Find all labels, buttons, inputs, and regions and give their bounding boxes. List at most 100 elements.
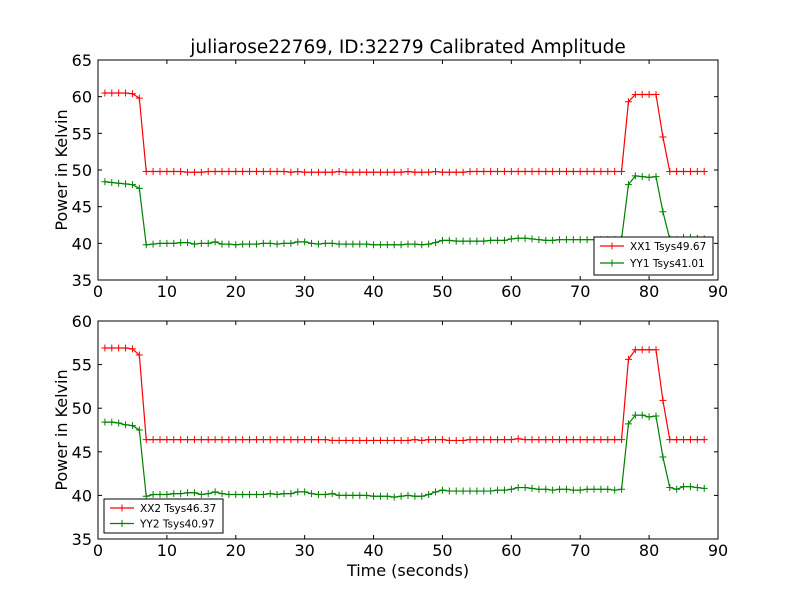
data-point [411, 168, 419, 176]
data-point [686, 167, 694, 175]
data-point [321, 436, 329, 444]
data-point [597, 167, 605, 175]
data-point [328, 168, 336, 176]
data-point [652, 173, 660, 181]
data-point [383, 436, 391, 444]
data-point [583, 236, 591, 244]
data-point [383, 168, 391, 176]
data-point [211, 436, 219, 444]
data-point [404, 167, 412, 175]
data-point [190, 168, 198, 176]
data-point [411, 436, 419, 444]
data-point [556, 436, 564, 444]
y-axis-label: Power in Kelvin [52, 369, 71, 490]
data-point [569, 167, 577, 175]
data-point [514, 234, 522, 242]
data-point [556, 236, 564, 244]
data-point [652, 90, 660, 98]
data-point [363, 168, 371, 176]
data-point [659, 208, 667, 216]
data-point [466, 237, 474, 245]
data-point [556, 485, 564, 493]
data-point [500, 486, 508, 494]
data-point [163, 167, 171, 175]
data-point [473, 237, 481, 245]
data-point [190, 240, 198, 248]
data-point [507, 436, 515, 444]
data-point [170, 490, 178, 498]
data-point [204, 490, 212, 498]
data-point [397, 241, 405, 249]
data-point [115, 344, 123, 352]
data-point [115, 89, 123, 97]
legend-label: XX2 Tsys46.37 [140, 503, 216, 515]
data-point [335, 491, 343, 499]
data-point [680, 167, 688, 175]
data-point [239, 167, 247, 175]
data-point [149, 240, 157, 248]
data-point [246, 491, 254, 499]
data-point [163, 436, 171, 444]
data-point [383, 492, 391, 500]
data-point [638, 173, 646, 181]
data-point [404, 491, 412, 499]
data-point [356, 240, 364, 248]
data-point [197, 491, 205, 499]
data-point [328, 436, 336, 444]
series-1 [101, 344, 708, 444]
data-point [556, 167, 564, 175]
data-point [466, 436, 474, 444]
data-point [321, 168, 329, 176]
data-point [259, 239, 267, 247]
data-point [163, 491, 171, 499]
data-point [294, 436, 302, 444]
data-point [466, 487, 474, 495]
data-point [631, 90, 639, 98]
data-point [115, 419, 123, 427]
data-point [638, 90, 646, 98]
legend-label: YY2 Tsys40.97 [139, 519, 215, 531]
y-tick-label: 65 [72, 51, 92, 70]
y-tick-label: 55 [72, 124, 92, 143]
data-point [583, 485, 591, 493]
data-point [246, 436, 254, 444]
data-point [239, 436, 247, 444]
data-point [542, 485, 550, 493]
data-point [459, 168, 467, 176]
data-point [432, 239, 440, 247]
data-point [576, 236, 584, 244]
data-point [659, 133, 667, 141]
data-point [411, 492, 419, 500]
data-point [342, 436, 350, 444]
data-point [273, 167, 281, 175]
data-point [128, 181, 136, 189]
data-point [569, 486, 577, 494]
data-point [700, 484, 708, 492]
data-point [349, 491, 357, 499]
data-point [666, 484, 674, 492]
data-point [611, 167, 619, 175]
data-point [432, 436, 440, 444]
data-point [170, 436, 178, 444]
data-point [693, 167, 701, 175]
data-point [135, 426, 143, 434]
legend-label: YY1 Tsys41.01 [629, 258, 705, 270]
data-point [528, 484, 536, 492]
y-axis-label: Power in Kelvin [52, 109, 71, 230]
data-point [487, 436, 495, 444]
data-point [569, 236, 577, 244]
data-point [314, 436, 322, 444]
data-point [273, 240, 281, 248]
data-point [673, 436, 681, 444]
data-point [342, 168, 350, 176]
data-point [390, 493, 398, 501]
data-point [266, 490, 274, 498]
data-point [445, 236, 453, 244]
data-point [280, 490, 288, 498]
data-point [583, 436, 591, 444]
data-point [425, 240, 433, 248]
data-point [432, 488, 440, 496]
data-point [549, 236, 557, 244]
data-point [218, 240, 226, 248]
data-point [549, 486, 557, 494]
